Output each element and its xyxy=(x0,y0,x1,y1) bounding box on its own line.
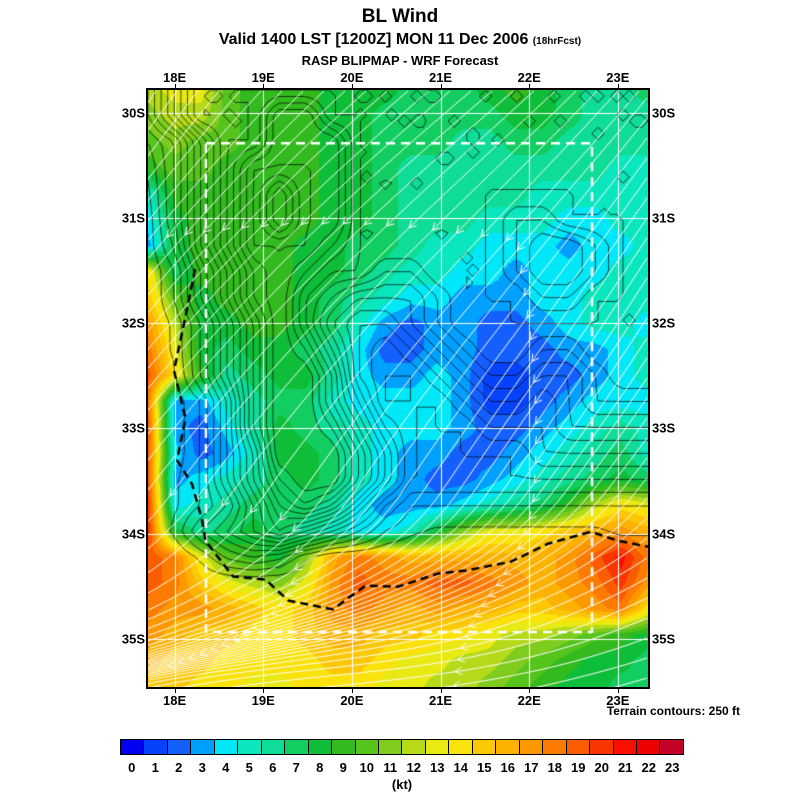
wind-map-canvas xyxy=(148,90,648,687)
forecast-hour-note: (18hrFcst) xyxy=(532,36,582,47)
valid-time-line: Valid 1400 LST [1200Z] MON 11 Dec 2006 (… xyxy=(0,31,800,49)
colorbar-cell xyxy=(213,739,239,755)
colorbar-value: 11 xyxy=(383,760,398,775)
lon-label-top: 22E xyxy=(517,70,541,85)
colorbar-value: 19 xyxy=(571,760,586,775)
colorbar-cell xyxy=(331,739,356,755)
lon-label-top: 23E xyxy=(606,70,630,85)
colorbar-cell xyxy=(307,739,333,755)
lon-tick-top xyxy=(263,84,265,88)
lon-label-bottom: 18E xyxy=(163,693,187,708)
colorbar-cell xyxy=(448,739,473,755)
lon-tick-bottom xyxy=(174,689,176,693)
lon-label-bottom: 20E xyxy=(340,693,364,708)
colorbar-units-label: (kt) xyxy=(391,777,413,792)
lon-label-bottom: 22E xyxy=(517,693,541,708)
lat-label-right: 35S xyxy=(652,631,676,647)
lon-tick-bottom xyxy=(440,689,442,693)
colorbar-value: 4 xyxy=(222,760,230,775)
lon-tick-top xyxy=(174,84,176,88)
lon-tick-bottom xyxy=(263,689,265,693)
colorbar-cell xyxy=(377,739,403,755)
colorbar-value: 5 xyxy=(245,760,253,775)
colorbar-value: 10 xyxy=(359,760,374,775)
lat-label-right: 32S xyxy=(652,315,676,331)
colorbar-cell xyxy=(166,739,192,755)
lon-tick-top xyxy=(440,84,442,88)
lat-label-left: 34S xyxy=(121,526,145,542)
colorbar-cell xyxy=(284,739,309,755)
page-title: BL Wind xyxy=(361,6,439,27)
lat-label-right: 31S xyxy=(652,210,676,226)
lat-label-left: 33S xyxy=(121,420,145,436)
colorbar-value: 16 xyxy=(500,760,515,775)
lat-label-left: 31S xyxy=(121,210,145,226)
lat-label-left: 32S xyxy=(121,315,145,331)
colorbar-cell xyxy=(612,739,637,755)
colorbar-value: 22 xyxy=(641,760,656,775)
lat-label-left: 30S xyxy=(121,105,145,121)
lon-label-top: 21E xyxy=(428,70,453,85)
colorbar-value: 13 xyxy=(430,760,445,775)
map-panel xyxy=(146,88,650,689)
colorbar xyxy=(120,739,684,755)
colorbar-cell xyxy=(589,739,614,755)
colorbar-value: 3 xyxy=(198,760,206,775)
colorbar-value: 12 xyxy=(406,760,421,775)
lat-label-left: 35S xyxy=(121,631,145,647)
colorbar-value: 21 xyxy=(618,760,633,775)
lon-label-bottom: 21E xyxy=(428,693,453,708)
lon-tick-bottom xyxy=(617,689,619,693)
colorbar-value: 7 xyxy=(292,760,300,775)
lat-label-right: 33S xyxy=(652,420,676,436)
colorbar-values: 0 1 2 3 4 5 6 7 8 9 10 11 12 13 14 15 16 17 18 19 20 21 22 23 xyxy=(120,760,684,775)
colorbar-cell xyxy=(424,739,450,755)
colorbar-cell xyxy=(354,739,379,755)
colorbar-cell xyxy=(495,739,520,755)
lon-label-top: 20E xyxy=(340,70,364,85)
colorbar-value: 14 xyxy=(453,760,468,775)
colorbar-cell xyxy=(401,739,426,755)
colorbar-cell xyxy=(635,739,661,755)
colorbar-cell xyxy=(190,739,215,755)
lon-label-top: 18E xyxy=(163,70,187,85)
colorbar-cell xyxy=(143,739,168,755)
colorbar-cell xyxy=(120,739,145,755)
colorbar-cell xyxy=(237,739,262,755)
colorbar-value: 8 xyxy=(316,760,324,775)
colorbar-value: 18 xyxy=(547,760,562,775)
colorbar-cell xyxy=(659,739,684,755)
colorbar-value: 23 xyxy=(665,760,680,775)
colorbar-value: 2 xyxy=(175,760,183,775)
colorbar-value: 17 xyxy=(524,760,539,775)
lon-tick-top xyxy=(617,84,619,88)
lat-label-right: 30S xyxy=(652,105,676,121)
lon-tick-bottom xyxy=(351,689,353,693)
terrain-contours-note: Terrain contours: 250 ft xyxy=(606,704,740,718)
colorbar-cell xyxy=(471,739,497,755)
colorbar-value: 6 xyxy=(269,760,277,775)
valid-time-text: Valid 1400 LST [1200Z] MON 11 Dec 2006 xyxy=(218,31,529,48)
colorbar-value: 9 xyxy=(339,760,347,775)
colorbar-value: 0 xyxy=(128,760,136,775)
colorbar-value: 1 xyxy=(151,760,159,775)
colorbar-cell xyxy=(565,739,591,755)
colorbar-value: 15 xyxy=(477,760,492,775)
colorbar-value: 20 xyxy=(594,760,609,775)
lon-tick-top xyxy=(529,84,531,88)
colorbar-cell xyxy=(518,739,544,755)
lon-tick-top xyxy=(351,84,353,88)
colorbar-cell xyxy=(542,739,567,755)
lon-label-top: 19E xyxy=(251,70,275,85)
lon-label-bottom: 23E xyxy=(606,693,630,708)
lon-tick-bottom xyxy=(529,689,531,693)
colorbar-cell xyxy=(260,739,286,755)
lon-label-bottom: 19E xyxy=(251,693,275,708)
lat-label-right: 34S xyxy=(652,526,676,542)
product-subtitle: RASP BLIPMAP - WRF Forecast xyxy=(301,53,499,68)
